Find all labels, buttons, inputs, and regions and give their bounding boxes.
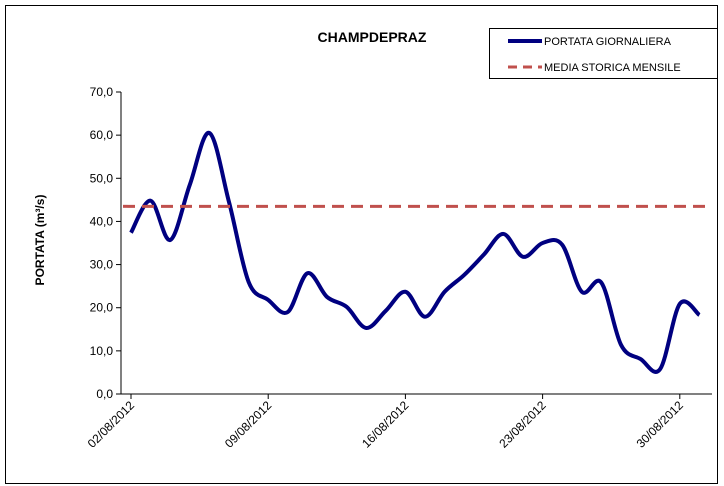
chart-title: CHAMPDEPRAZ [318,29,427,45]
y-tick-label: 0,0 [96,387,113,401]
y-tick-label: 10,0 [90,344,114,358]
y-tick-label: 30,0 [90,258,114,272]
legend-box [489,28,718,79]
legend-label: PORTATA GIORNALIERA [544,36,672,48]
y-tick-label: 60,0 [90,128,114,142]
y-tick-label: 20,0 [90,301,114,315]
y-axis-label: PORTATA (m³/s) [33,195,47,286]
legend-label: MEDIA STORICA MENSILE [544,62,681,74]
data-line [129,130,701,374]
y-tick-label: 50,0 [90,171,114,185]
y-tick-label: 40,0 [90,214,114,228]
y-tick-label: 70,0 [90,85,114,99]
chart-border [5,5,718,484]
